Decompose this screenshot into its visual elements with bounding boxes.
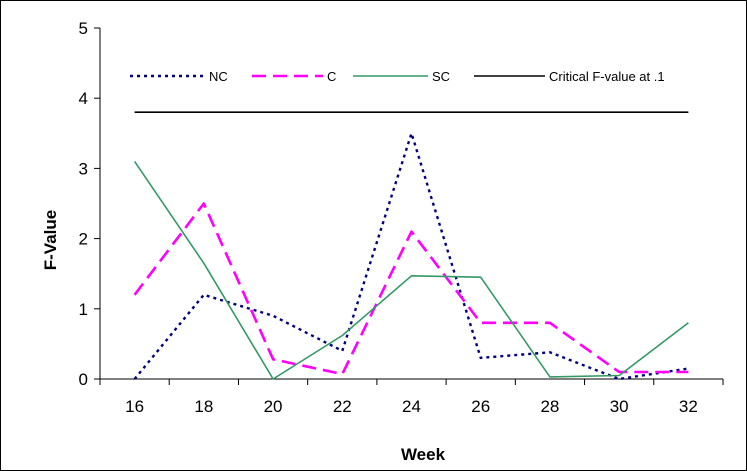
legend-label-0: NC [209, 69, 228, 84]
legend-label-3: Critical F-value at .1 [549, 69, 665, 84]
y-tick-label: 1 [79, 300, 88, 319]
x-tick-label: 30 [610, 397, 629, 416]
x-tick-label: 26 [471, 397, 490, 416]
legend-label-1: C [327, 69, 336, 84]
legend: NC C SC Critical F-value at .1 [130, 69, 665, 84]
y-axis-title: F-Value [41, 210, 60, 270]
x-tick-label: 22 [333, 397, 352, 416]
x-axis-title: Week [401, 445, 446, 464]
series-line-1 [133, 202, 689, 376]
y-tick-label: 5 [79, 19, 88, 38]
series-line-0 [133, 132, 689, 381]
series-line-2 [133, 160, 689, 380]
y-tick-label: 2 [79, 230, 88, 249]
x-tick-label: 32 [679, 397, 698, 416]
y-tick-label: 0 [79, 370, 88, 389]
y-tick-label: 3 [79, 159, 88, 178]
x-tick-label: 18 [194, 397, 213, 416]
axes: 0 1 2 3 4 5 16 18 20 22 24 26 28 30 32 [79, 19, 724, 416]
series-lines [133, 111, 689, 381]
x-tick-label: 28 [540, 397, 559, 416]
x-tick-label: 24 [402, 397, 421, 416]
x-tick-label: 16 [125, 397, 144, 416]
y-tick-label: 4 [79, 89, 88, 108]
x-tick-label: 20 [264, 397, 283, 416]
legend-label-2: SC [432, 69, 450, 84]
